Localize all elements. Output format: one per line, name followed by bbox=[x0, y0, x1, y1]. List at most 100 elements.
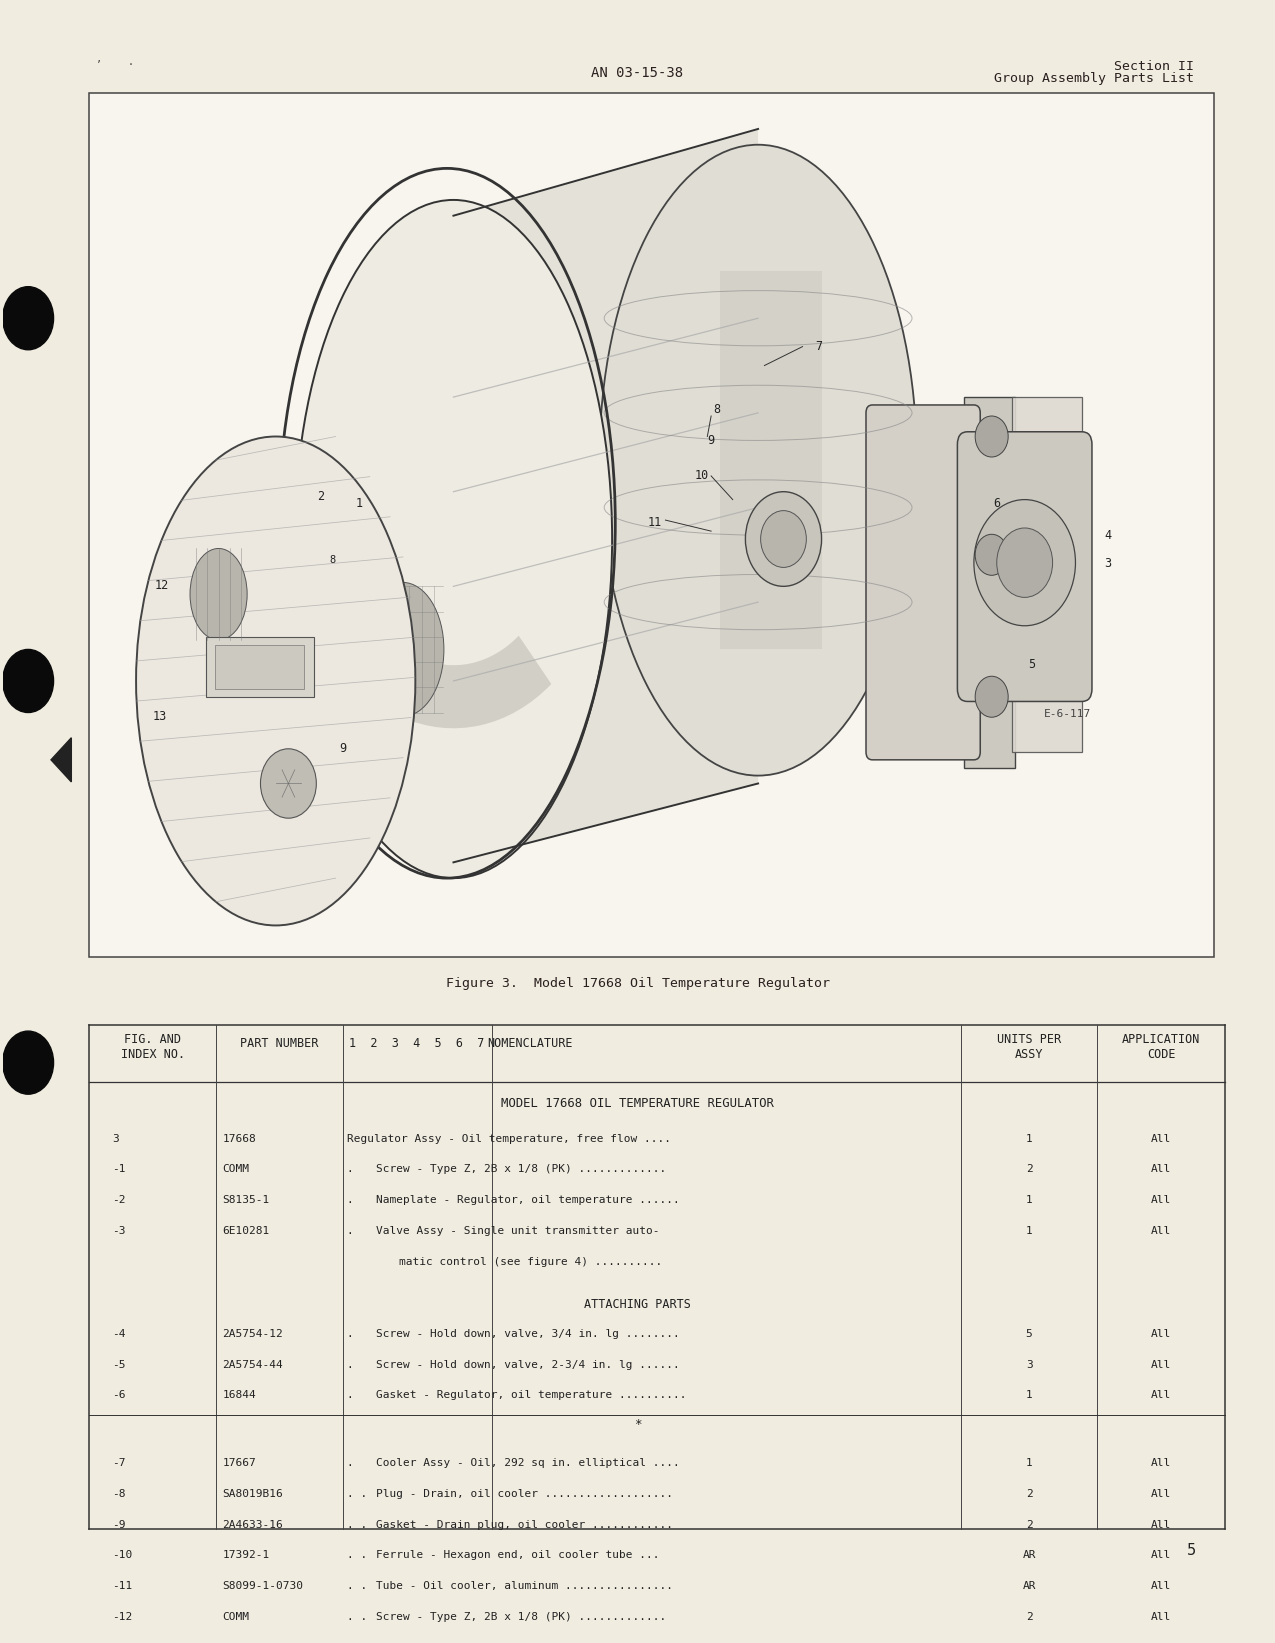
Text: .: . bbox=[347, 1226, 361, 1236]
Text: Regulator Assy - Oil temperature, free flow ....: Regulator Assy - Oil temperature, free f… bbox=[347, 1134, 671, 1144]
Circle shape bbox=[974, 499, 1075, 626]
Circle shape bbox=[3, 286, 54, 350]
Text: AN 03-15-38: AN 03-15-38 bbox=[592, 66, 683, 81]
Text: Valve Assy - Single unit transmitter auto-: Valve Assy - Single unit transmitter aut… bbox=[376, 1226, 659, 1236]
Text: SA8019B16: SA8019B16 bbox=[222, 1489, 283, 1498]
Circle shape bbox=[761, 511, 806, 567]
Text: All: All bbox=[1151, 1165, 1172, 1175]
Ellipse shape bbox=[295, 200, 612, 877]
Text: .: . bbox=[347, 1194, 361, 1204]
Polygon shape bbox=[720, 271, 821, 649]
Text: All: All bbox=[1151, 1194, 1172, 1204]
Text: 10: 10 bbox=[695, 470, 709, 481]
Circle shape bbox=[3, 649, 54, 713]
Text: All: All bbox=[1151, 1360, 1172, 1370]
Circle shape bbox=[746, 491, 821, 587]
Text: . .: . . bbox=[347, 1581, 374, 1590]
Text: 1: 1 bbox=[1026, 1134, 1033, 1144]
Text: E-6-117: E-6-117 bbox=[1044, 710, 1091, 720]
Text: 6E10281: 6E10281 bbox=[222, 1226, 269, 1236]
Circle shape bbox=[997, 527, 1053, 598]
Text: -3: -3 bbox=[112, 1226, 125, 1236]
Text: -6: -6 bbox=[112, 1390, 125, 1400]
Text: All: All bbox=[1151, 1226, 1172, 1236]
Text: 2: 2 bbox=[1026, 1165, 1033, 1175]
Text: 2A5754-12: 2A5754-12 bbox=[222, 1329, 283, 1339]
Text: 11: 11 bbox=[648, 516, 662, 529]
Text: -4: -4 bbox=[112, 1329, 125, 1339]
Text: All: All bbox=[1151, 1581, 1172, 1590]
Text: *: * bbox=[634, 1418, 641, 1431]
Text: . .: . . bbox=[347, 1551, 374, 1561]
Text: .: . bbox=[347, 1360, 361, 1370]
Text: Tube - Oil cooler, aluminum ................: Tube - Oil cooler, aluminum ............… bbox=[376, 1581, 673, 1590]
Text: 1: 1 bbox=[1026, 1226, 1033, 1236]
Text: . .: . . bbox=[347, 1612, 374, 1622]
Text: 17668: 17668 bbox=[222, 1134, 256, 1144]
Text: 5: 5 bbox=[1026, 1329, 1033, 1339]
Text: Section II: Section II bbox=[1113, 59, 1193, 72]
Text: FIG. AND
INDEX NO.: FIG. AND INDEX NO. bbox=[121, 1033, 185, 1061]
Text: 5: 5 bbox=[1187, 1543, 1196, 1558]
Text: 1: 1 bbox=[1026, 1194, 1033, 1204]
Text: .: . bbox=[347, 1329, 361, 1339]
Text: Cooler Assy - Oil, 292 sq in. elliptical ....: Cooler Assy - Oil, 292 sq in. elliptical… bbox=[376, 1457, 680, 1469]
Circle shape bbox=[975, 677, 1009, 718]
Text: 1: 1 bbox=[1026, 1390, 1033, 1400]
Ellipse shape bbox=[136, 437, 416, 925]
Text: 1  2  3  4  5  6  7: 1 2 3 4 5 6 7 bbox=[349, 1037, 484, 1050]
Text: AR: AR bbox=[1023, 1581, 1035, 1590]
Text: MODEL 17668 OIL TEMPERATURE REGULATOR: MODEL 17668 OIL TEMPERATURE REGULATOR bbox=[501, 1098, 774, 1111]
Text: Figure 3.  Model 17668 Oil Temperature Regulator: Figure 3. Model 17668 Oil Temperature Re… bbox=[445, 978, 830, 991]
Ellipse shape bbox=[361, 582, 444, 716]
Text: 2: 2 bbox=[1026, 1520, 1033, 1530]
Polygon shape bbox=[454, 128, 759, 863]
Text: -7: -7 bbox=[112, 1457, 125, 1469]
Text: 1: 1 bbox=[1026, 1457, 1033, 1469]
Text: 9: 9 bbox=[708, 434, 714, 447]
Text: Ferrule - Hexagon end, oil cooler tube ...: Ferrule - Hexagon end, oil cooler tube .… bbox=[376, 1551, 659, 1561]
Text: . .: . . bbox=[347, 1520, 374, 1530]
Text: All: All bbox=[1151, 1457, 1172, 1469]
Text: 3: 3 bbox=[1104, 557, 1112, 570]
Text: All: All bbox=[1151, 1551, 1172, 1561]
Text: Group Assembly Parts List: Group Assembly Parts List bbox=[993, 72, 1193, 85]
FancyBboxPatch shape bbox=[958, 432, 1091, 702]
Text: All: All bbox=[1151, 1489, 1172, 1498]
Circle shape bbox=[975, 534, 1009, 575]
Text: Screw - Hold down, valve, 2-3/4 in. lg ......: Screw - Hold down, valve, 2-3/4 in. lg .… bbox=[376, 1360, 680, 1370]
Text: UNITS PER
ASSY: UNITS PER ASSY bbox=[997, 1033, 1061, 1061]
Text: Gasket - Regulator, oil temperature ..........: Gasket - Regulator, oil temperature ....… bbox=[376, 1390, 686, 1400]
Text: 2: 2 bbox=[1026, 1612, 1033, 1622]
Circle shape bbox=[3, 1032, 54, 1094]
Text: 2: 2 bbox=[317, 490, 325, 503]
Circle shape bbox=[260, 749, 316, 818]
Text: -12: -12 bbox=[112, 1612, 133, 1622]
Text: 2A5754-44: 2A5754-44 bbox=[222, 1360, 283, 1370]
FancyBboxPatch shape bbox=[866, 404, 980, 759]
Text: 16844: 16844 bbox=[222, 1390, 256, 1400]
Ellipse shape bbox=[599, 145, 917, 775]
Text: Nameplate - Regulator, oil temperature ......: Nameplate - Regulator, oil temperature .… bbox=[376, 1194, 680, 1204]
Text: matic control (see figure 4) ..........: matic control (see figure 4) .......... bbox=[399, 1257, 662, 1267]
Text: Plug - Drain, oil cooler ...................: Plug - Drain, oil cooler ...............… bbox=[376, 1489, 673, 1498]
Text: COMM: COMM bbox=[222, 1165, 250, 1175]
Text: Screw - Type Z, 2B x 1/8 (PK) .............: Screw - Type Z, 2B x 1/8 (PK) ..........… bbox=[376, 1612, 667, 1622]
Text: -5: -5 bbox=[112, 1360, 125, 1370]
Text: .: . bbox=[347, 1457, 361, 1469]
Text: ·: · bbox=[128, 59, 133, 69]
Text: Screw - Type Z, 2B x 1/8 (PK) .............: Screw - Type Z, 2B x 1/8 (PK) ..........… bbox=[376, 1165, 667, 1175]
Text: -2: -2 bbox=[112, 1194, 125, 1204]
Text: PART NUMBER: PART NUMBER bbox=[240, 1037, 319, 1050]
Text: -8: -8 bbox=[112, 1489, 125, 1498]
Text: -9: -9 bbox=[112, 1520, 125, 1530]
Text: 8: 8 bbox=[714, 403, 720, 416]
Bar bbox=[214, 644, 303, 688]
Text: S8135-1: S8135-1 bbox=[222, 1194, 269, 1204]
Text: AR: AR bbox=[1023, 1551, 1035, 1561]
Text: 3: 3 bbox=[1026, 1360, 1033, 1370]
Text: COMM: COMM bbox=[222, 1612, 250, 1622]
Wedge shape bbox=[303, 560, 551, 728]
Text: 8: 8 bbox=[329, 555, 335, 565]
Text: ’: ’ bbox=[96, 59, 101, 69]
